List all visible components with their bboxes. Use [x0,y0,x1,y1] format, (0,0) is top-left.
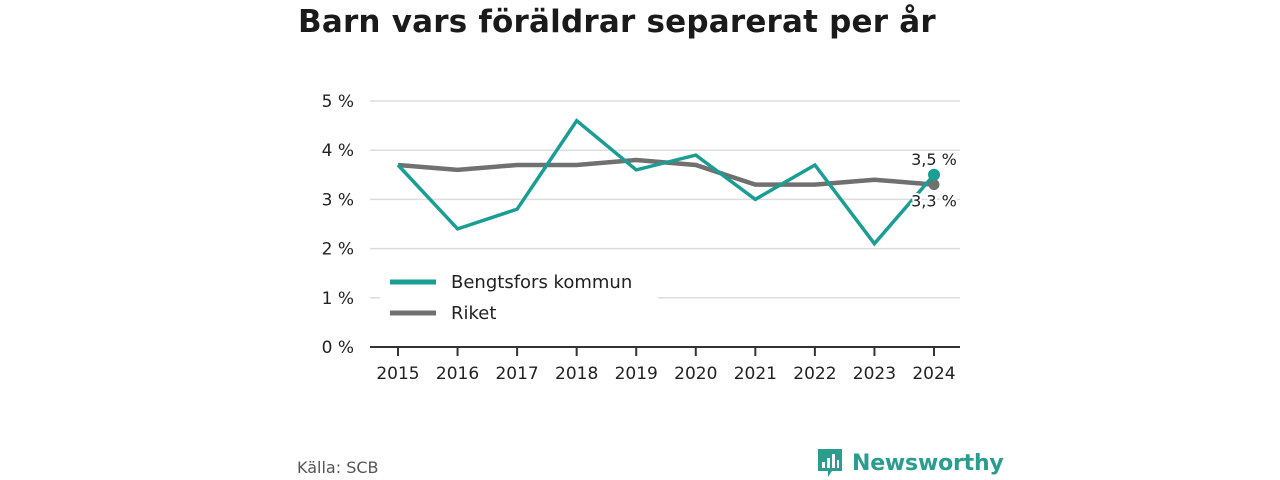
x-tick-label: 2021 [734,364,777,384]
end-value-label: 3,3 % [911,192,957,211]
end-value-label: 3,5 % [911,150,957,169]
chart-title: Barn vars föräldrar separerat per år [298,4,936,40]
legend-background [380,265,658,331]
end-point-marker [928,168,940,181]
x-tick-label: 2019 [615,364,658,384]
bar-chart-logo-icon [818,449,842,477]
x-tick-label: 2022 [793,364,836,384]
x-tick-label: 2016 [436,364,479,384]
legend-label: Riket [451,303,496,324]
brand-logo: Newsworthy [816,447,1004,479]
x-tick-label: 2020 [674,364,717,384]
brand-name: Newsworthy [852,450,1004,476]
y-tick-label: 2 % [322,240,354,260]
x-tick-label: 2017 [495,364,538,384]
end-point-marker [928,179,940,191]
x-tick-label: 2023 [853,364,896,384]
y-tick-label: 4 % [322,141,354,161]
x-tick-label: 2024 [912,364,955,384]
y-tick-label: 3 % [322,190,354,210]
y-tick-label: 5 % [322,92,354,112]
y-tick-label: 0 % [322,338,354,358]
series-line-bengtsfors [396,118,936,247]
source-note: Källa: SCB [297,458,379,477]
x-tick-label: 2018 [555,364,598,384]
x-tick-label: 2015 [376,364,419,384]
line-chart: 0 % 1 % 2 % 3 % 4 % 5 % 2015 2016 2017 2018 2019 2… [322,92,960,384]
legend-label: Bengtsfors kommun [451,272,632,293]
y-tick-label: 1 % [322,289,354,309]
